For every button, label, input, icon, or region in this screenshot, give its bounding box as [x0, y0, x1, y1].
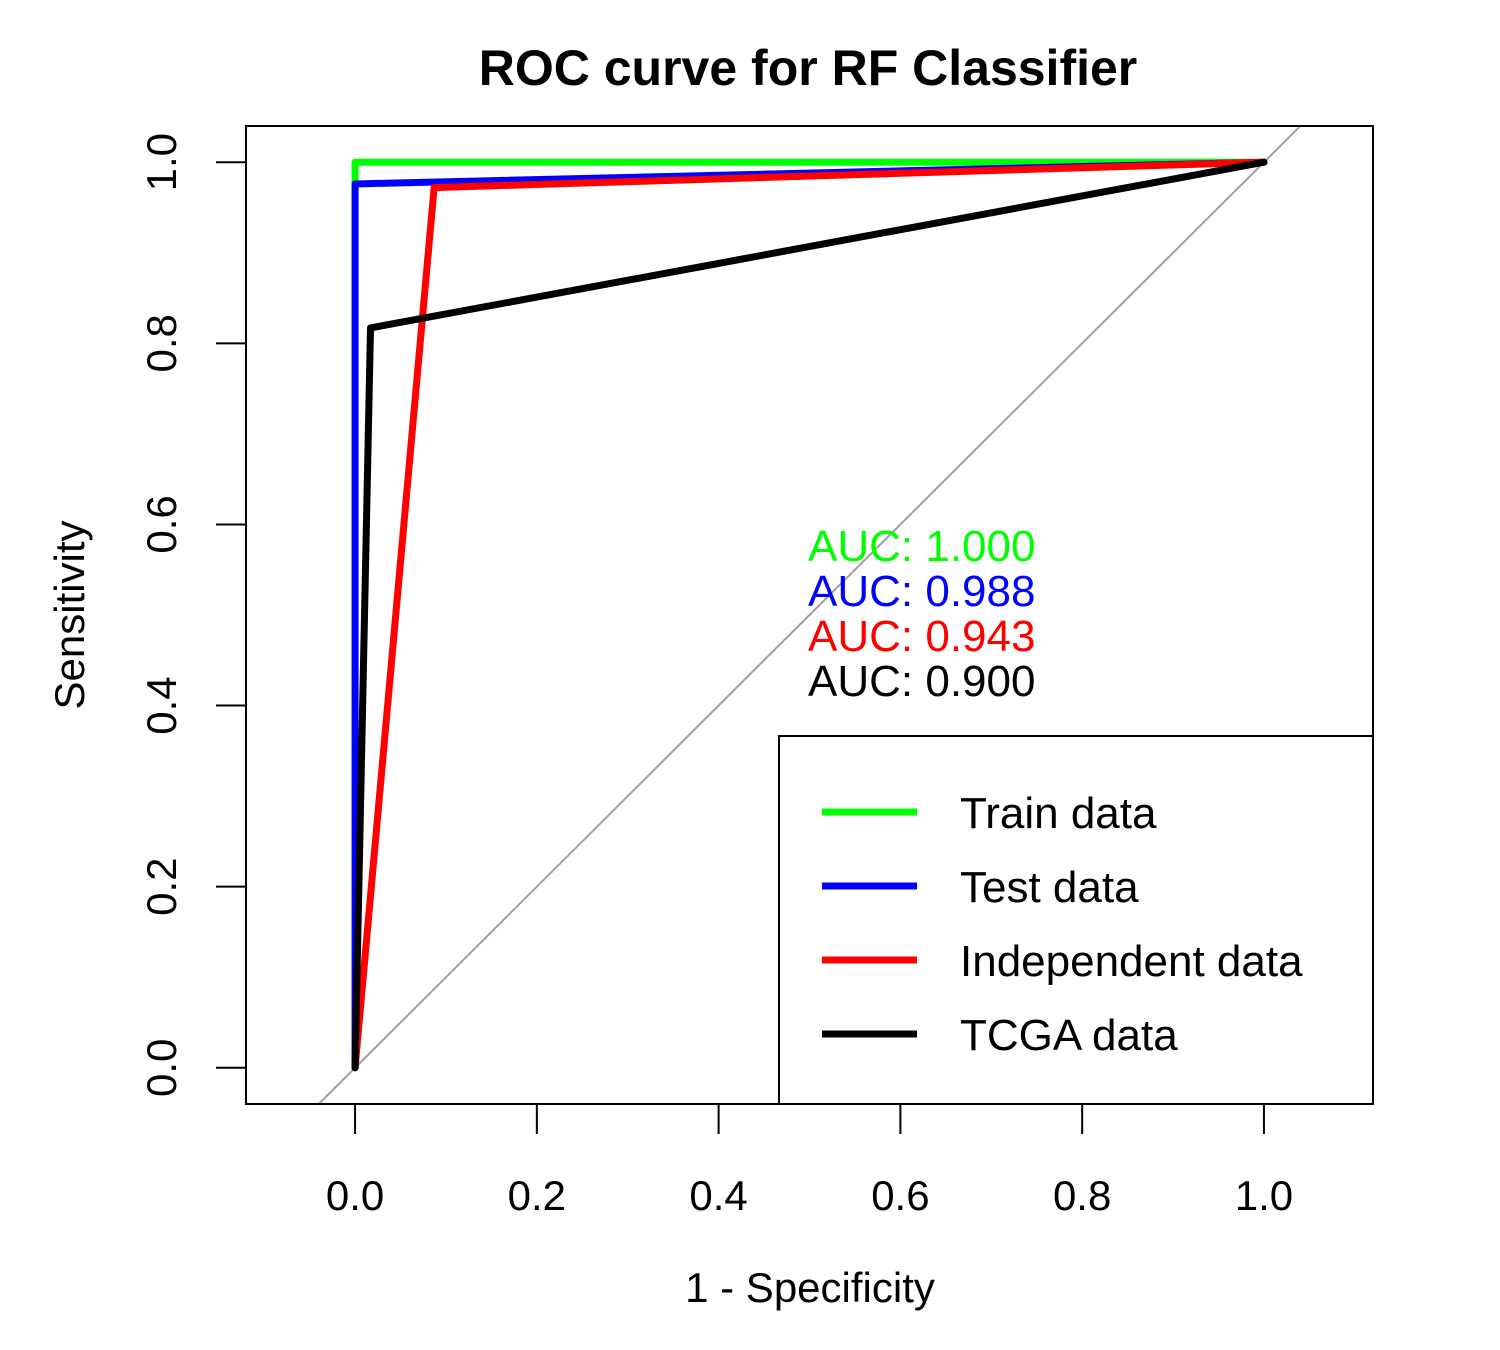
y-axis-title: Sensitivity — [46, 520, 93, 709]
legend-label-4: TCGA data — [960, 1011, 1178, 1060]
chart-title: ROC curve for RF Classifier — [479, 40, 1138, 96]
x-tick-label: 0.2 — [508, 1172, 566, 1219]
auc-label-3: AUC: 0.943 — [808, 612, 1035, 661]
y-tick-label: 0.4 — [138, 676, 185, 734]
x-tick-label: 0.8 — [1053, 1172, 1111, 1219]
series-line-4 — [351, 158, 1268, 1072]
x-axis-title: 1 - Specificity — [685, 1264, 935, 1311]
legend-label-3: Independent data — [960, 937, 1303, 986]
x-tick-label: 0.0 — [326, 1172, 384, 1219]
x-tick-label: 0.4 — [689, 1172, 747, 1219]
auc-label-2: AUC: 0.988 — [808, 567, 1035, 616]
plot-frame — [245, 125, 1374, 1105]
y-tick-label: 0.2 — [138, 857, 185, 915]
y-tick-label: 0.8 — [138, 314, 185, 372]
x-tick-label: 0.6 — [871, 1172, 929, 1219]
y-tick-label: 0.0 — [138, 1039, 185, 1097]
reference-diagonal-line — [317, 126, 1302, 1104]
y-tick-label: 0.6 — [138, 495, 185, 553]
auc-label-4: AUC: 0.900 — [808, 657, 1035, 706]
legend-box — [778, 735, 1374, 1105]
legend-label-2: Test data — [960, 863, 1139, 912]
y-tick-label: 1.0 — [138, 133, 185, 191]
auc-label-1: AUC: 1.000 — [808, 522, 1035, 571]
series-line-3 — [351, 158, 1268, 1072]
legend-label-1: Train data — [960, 789, 1157, 838]
x-tick-label: 1.0 — [1235, 1172, 1293, 1219]
plot-area: 0.0 0.2 0.4 0.6 0.8 1.0 0.0 0.2 0.4 0.6 0.8 1.0 AUC:… — [138, 125, 1374, 1219]
